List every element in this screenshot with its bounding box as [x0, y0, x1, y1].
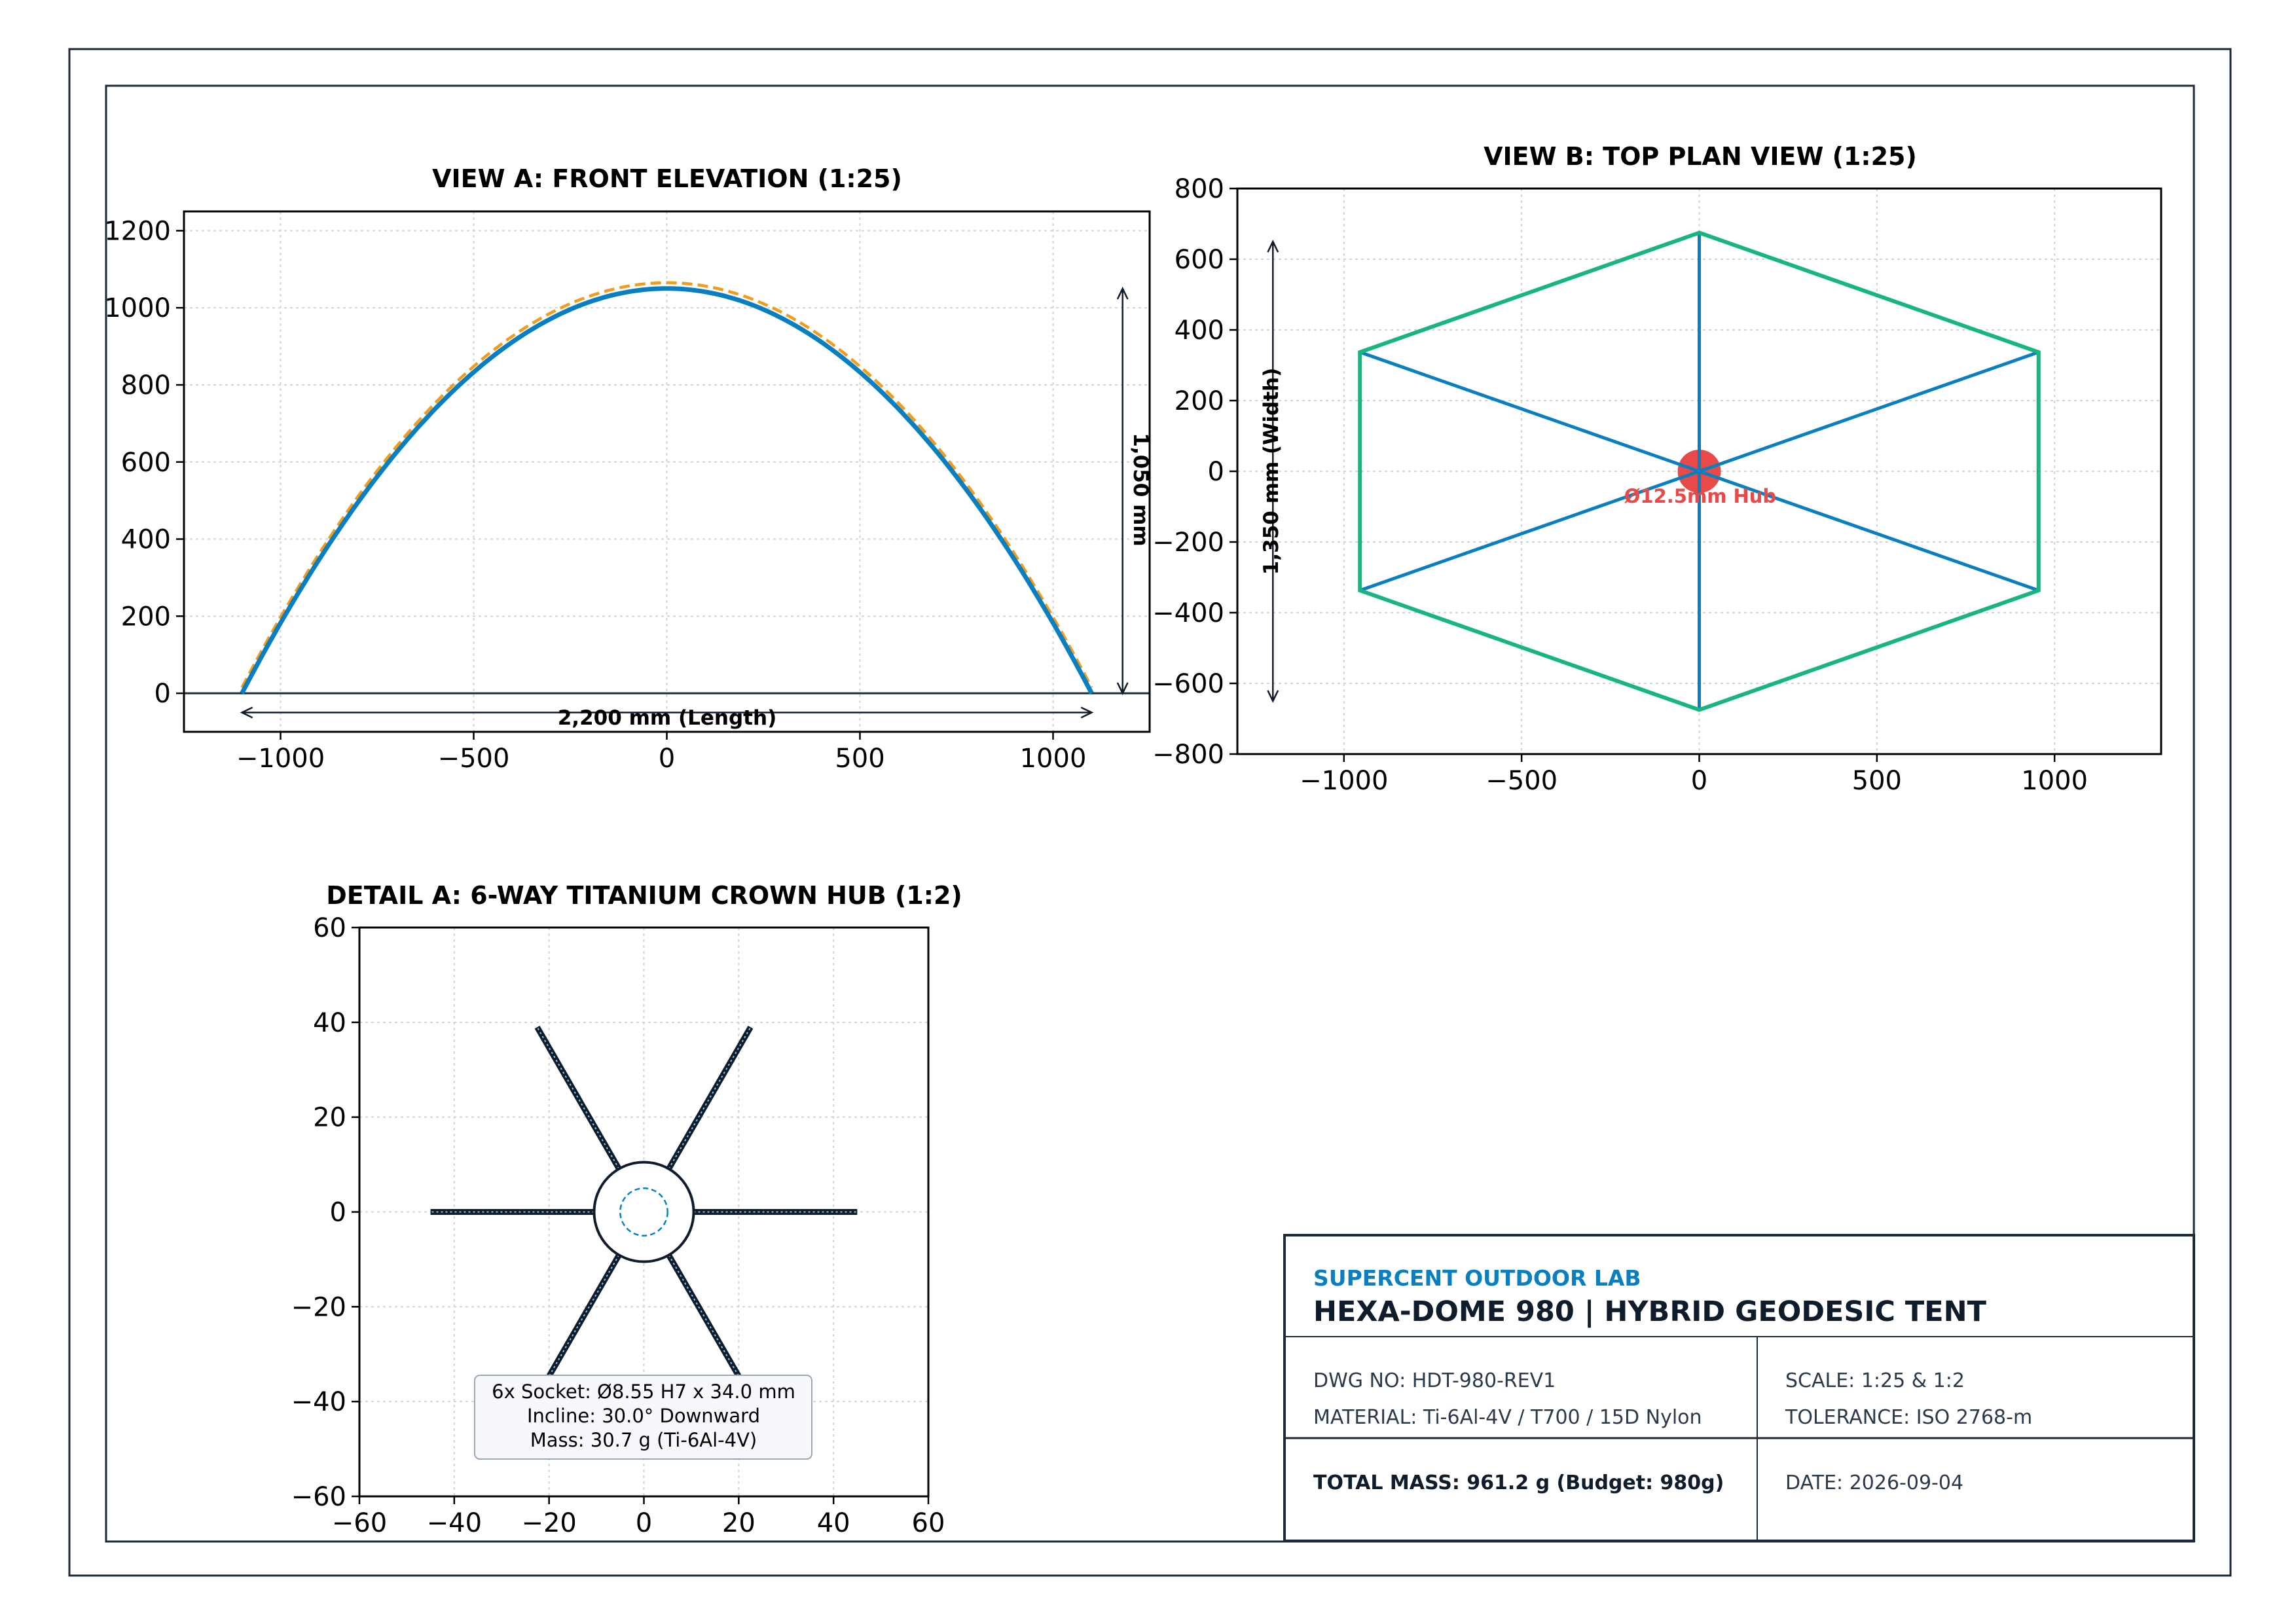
view-a-length-label: 2,200 mm (Length): [558, 706, 777, 730]
x-tick-label: 500: [1852, 766, 1902, 796]
y-tick-label: 40: [313, 1008, 346, 1038]
x-tick-label: 40: [817, 1508, 850, 1538]
y-tick-label: 20: [313, 1103, 346, 1133]
x-tick-label: −1000: [236, 744, 325, 774]
x-tick-label: −20: [521, 1508, 576, 1538]
x-tick-label: −40: [427, 1508, 482, 1538]
view-b-width-label: 1,350 mm (Width): [1260, 368, 1283, 575]
x-tick-label: 500: [835, 744, 884, 774]
hub-inner-bore: [619, 1187, 668, 1236]
y-tick-label: −20: [291, 1292, 346, 1322]
arrow-head: [240, 706, 253, 719]
arrow-head: [1267, 240, 1279, 253]
outer-border: [68, 48, 2232, 1577]
detail-a-crown-hub: DETAIL A: 6-WAY TITANIUM CROWN HUB (1:2)…: [291, 881, 962, 1538]
detail-a-title: DETAIL A: 6-WAY TITANIUM CROWN HUB (1:2): [326, 881, 962, 910]
view-b-title: VIEW B: TOP PLAN VIEW (1:25): [1484, 142, 1917, 171]
detail-a-ticks: −60 −40 −20 0 20 40 60 −60 −40 −20 0 20 40 60: [291, 913, 945, 1538]
view-b-hub-label: Ø12.5mm Hub: [1624, 485, 1776, 507]
x-tick-label: −1000: [1300, 766, 1388, 796]
x-tick-label: −60: [332, 1508, 387, 1538]
material: MATERIAL: Ti-6Al-4V / T700 / 15D Nylon: [1313, 1406, 1702, 1429]
socket-arm: [666, 1026, 754, 1170]
view-b-axes-frame: [1236, 187, 2162, 755]
hub-outer-circle: [592, 1161, 695, 1263]
x-tick-label: 0: [659, 744, 675, 774]
socket-arm: [534, 1254, 622, 1398]
view-b-marks: [1267, 230, 2041, 712]
x-tick-label: 1000: [2021, 766, 2088, 796]
detail-a-note-line: 6x Socket: Ø8.55 H7 x 34.0 mm: [492, 1380, 795, 1403]
detail-a-axes-frame: [358, 926, 930, 1498]
view-a-marks: [184, 281, 1150, 719]
pole-arc-curve: [240, 286, 1094, 695]
tolerance: TOLERANCE: ISO 2768-m: [1785, 1406, 2032, 1429]
x-tick-label: 0: [1691, 766, 1707, 796]
x-tick-label: 60: [912, 1508, 945, 1538]
y-tick-label: 800: [121, 370, 171, 401]
y-tick-label: −60: [291, 1482, 346, 1512]
y-tick-label: −40: [291, 1387, 346, 1417]
dwg-number: DWG NO: HDT-980-REV1: [1313, 1369, 1556, 1392]
y-tick-label: 1000: [104, 293, 171, 323]
rainfly-curve: [240, 281, 1093, 689]
x-tick-label: 0: [636, 1508, 652, 1538]
detail-a-marks: [430, 1026, 858, 1398]
y-tick-label: −200: [1152, 528, 1224, 558]
y-tick-label: 400: [121, 525, 171, 555]
y-tick-label: 800: [1175, 174, 1224, 204]
y-tick-label: −600: [1152, 669, 1224, 699]
detail-a-note-line: Mass: 30.7 g (Ti-6Al-4V): [530, 1429, 757, 1451]
view-b-ticks: −1000 −500 0 500 1000 −800 −600 −400 −200 0 200 400…: [1152, 174, 2088, 796]
date: DATE: 2026-09-04: [1785, 1471, 1963, 1494]
socket-arm: [534, 1026, 622, 1170]
y-tick-label: 60: [313, 913, 346, 943]
view-a-height-label: 1,050 mm: [1129, 433, 1152, 546]
y-tick-label: −400: [1152, 598, 1224, 628]
y-tick-label: 0: [330, 1198, 346, 1228]
socket-arm: [666, 1254, 754, 1398]
y-tick-label: 200: [121, 602, 171, 632]
y-tick-label: 400: [1175, 316, 1224, 346]
total-mass: TOTAL MASS: 961.2 g (Budget: 980g): [1313, 1471, 1724, 1494]
y-tick-label: 600: [121, 448, 171, 478]
x-tick-label: 20: [722, 1508, 756, 1538]
view-a-ticks: −1000 −500 0 500 1000 0 200 400 600 800 1000 1200: [104, 216, 1086, 774]
title-block: SUPERCENT OUTDOOR LAB HEXA-DOME 980 | HY…: [1283, 1234, 2195, 1542]
view-a-title: VIEW A: FRONT ELEVATION (1:25): [432, 164, 902, 193]
view-a-axes-frame: [183, 210, 1151, 733]
arrow-head: [1116, 286, 1129, 300]
y-tick-label: 1200: [104, 216, 171, 246]
pole-spoke-line: [1678, 462, 1721, 480]
x-tick-label: −500: [438, 744, 510, 774]
arrow-head: [1080, 706, 1094, 719]
x-tick-label: 1000: [1020, 744, 1087, 774]
view-b-top-plan: VIEW B: TOP PLAN VIEW (1:25) −1000 −500 0 5…: [1152, 142, 2162, 796]
org-name: SUPERCENT OUTDOOR LAB: [1313, 1265, 1641, 1291]
y-tick-label: 0: [155, 679, 171, 709]
perimeter-hexagon: [1358, 230, 2041, 712]
inner-border: [105, 84, 2195, 1543]
scale: SCALE: 1:25 & 1:2: [1785, 1369, 1965, 1392]
arrow-head: [1116, 682, 1129, 695]
y-tick-label: 200: [1175, 386, 1224, 416]
arrow-head: [1267, 690, 1279, 703]
drawing-title: HEXA-DOME 980 | HYBRID GEODESIC TENT: [1313, 1295, 1987, 1328]
y-tick-label: 0: [1208, 457, 1224, 487]
detail-a-note-line: Incline: 30.0° Downward: [527, 1405, 760, 1427]
title-block-frame: [1283, 1234, 2195, 1542]
x-tick-label: −500: [1485, 766, 1558, 796]
view-a-front-elevation: VIEW A: FRONT ELEVATION (1:25) −1000 −500…: [104, 164, 1152, 774]
detail-a-note-box: 6x Socket: Ø8.55 H7 x 34.0 mm Incline: 3…: [474, 1375, 812, 1460]
y-tick-label: 600: [1175, 245, 1224, 275]
y-tick-label: −800: [1152, 740, 1224, 770]
